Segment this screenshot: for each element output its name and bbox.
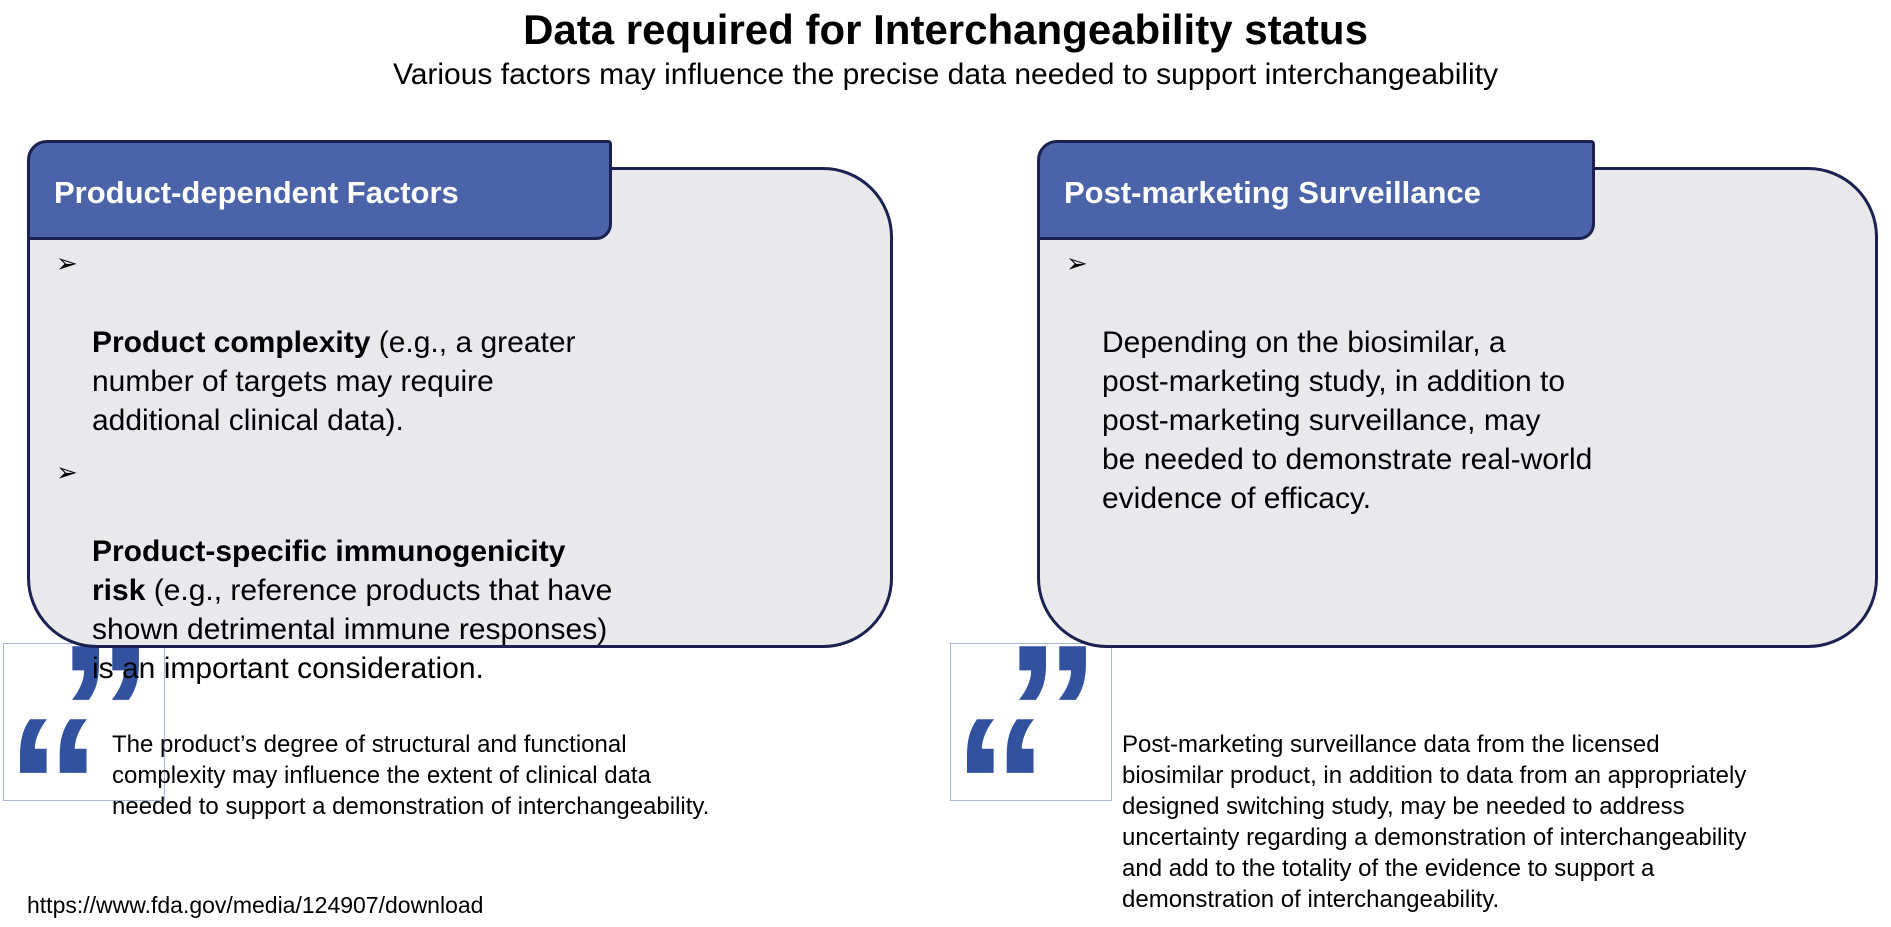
bullet-product-complexity: ➢ Product complexity (e.g., a greater nu… [50, 245, 860, 440]
panel-header-product-dependent-factors: Product-dependent Factors [27, 140, 612, 240]
bullet-list-right: ➢ Depending on the biosimilar, a post-ma… [1040, 170, 1875, 518]
panel-post-marketing-surveillance: ➢ Depending on the biosimilar, a post-ma… [1037, 167, 1878, 648]
close-quote-icon: ” [1005, 606, 1100, 818]
panel-product-dependent-factors: ➢ Product complexity (e.g., a greater nu… [27, 167, 893, 685]
quote-product-complexity: The product’s degree of structural and f… [112, 731, 710, 820]
bullet-text: (e.g., a greater number of targets may r… [92, 326, 576, 437]
arrow-bullet-icon: ➢ [56, 458, 78, 488]
bullet-text: Depending on the biosimilar, a post-mark… [1102, 326, 1593, 515]
bullet-text: (e.g., reference products that have show… [92, 574, 613, 685]
open-quote-icon: “ [6, 679, 101, 891]
bullet-lead: Product-specific immunogenicity risk [92, 535, 566, 607]
bullet-post-marketing-study: ➢ Depending on the biosimilar, a post-ma… [1060, 245, 1845, 518]
bullet-immunogenicity-risk: ➢ Product-specific immunogenicity risk (… [50, 454, 860, 688]
source-url: https://www.fda.gov/media/124907/downloa… [27, 892, 484, 918]
bullet-lead: Product complexity [92, 326, 371, 359]
quote-icon-box-left: ” “ [3, 617, 165, 880]
bullet-list-left: ➢ Product complexity (e.g., a greater nu… [30, 170, 890, 688]
panel-header-post-marketing-surveillance: Post-marketing Surveillance [1037, 140, 1595, 240]
panel-header-label: Product-dependent Factors [54, 175, 459, 210]
panel-header-label: Post-marketing Surveillance [1064, 175, 1481, 210]
page-title: Data required for Interchangeability sta… [523, 6, 1368, 53]
quote-icon-box-right: ” “ [950, 617, 1112, 880]
quote-post-marketing: Post-marketing surveillance data from th… [1122, 731, 1747, 913]
arrow-bullet-icon: ➢ [56, 249, 78, 279]
page-subtitle: Various factors may influence the precis… [392, 58, 1499, 91]
close-quote-icon: ” [58, 606, 153, 818]
arrow-bullet-icon: ➢ [1066, 249, 1088, 279]
open-quote-icon: “ [953, 679, 1048, 891]
